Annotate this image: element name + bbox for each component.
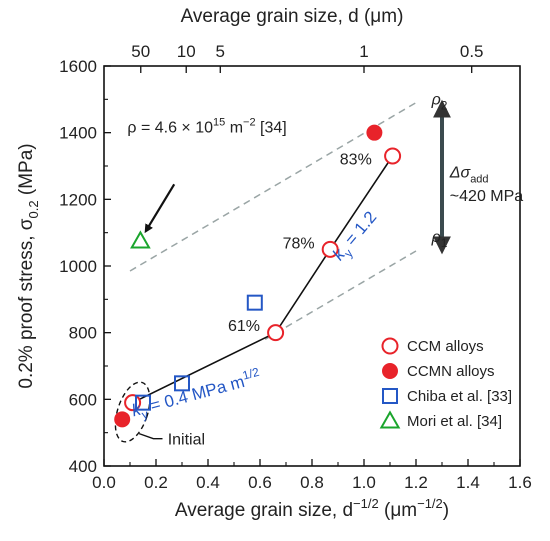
x-tick-label: 1.4 [456,473,480,492]
legend-label: CCMN alloys [407,363,495,380]
rho-annotation-arrow [144,183,176,234]
y-axis-label: 0.2% proof stress, σ0.2 (MPa) [16,143,41,388]
top-tick-label: 50 [131,42,150,61]
y-tick-label: 1400 [59,124,97,143]
data-point-ccm-alloys [321,240,339,258]
y-tick-label: 800 [69,324,97,343]
percent-label: 61% [228,318,260,335]
x-tick-label: 1.2 [404,473,428,492]
data-point-mori-et-al-34 [130,230,151,249]
rho2-label: ρ2 [431,91,448,112]
rho1-label: ρ1 [431,229,448,250]
data-point-ccm-alloys [384,147,402,165]
percent-label: 83% [340,151,372,168]
x-tick-label: 0.8 [300,473,324,492]
top-tick-label: 0.5 [460,42,484,61]
legend-marker [379,410,401,429]
data-point-ccmn-alloys [366,124,383,141]
data-point-chiba-et-al-33 [135,394,151,411]
y-tick-label: 1000 [59,257,97,276]
y-tick-label: 600 [69,390,97,409]
legend-marker [382,363,398,379]
dashed-dislocation-line-2 [264,250,417,340]
legend-label: Mori et al. [34] [407,413,502,430]
slope-label: ky = 1.2 [329,208,384,267]
legend-marker [381,337,399,355]
data-point-chiba-et-al-33 [246,294,263,311]
initial-label: Initial [168,432,205,449]
top-tick-label: 10 [177,42,196,61]
y-tick-label: 1600 [59,57,97,76]
legend-label: CCM alloys [407,338,484,355]
y-tick-label: 1200 [59,190,97,209]
delta-sigma-value: ~420 MPa [450,188,523,205]
y-tick-label: 400 [69,457,97,476]
x-tick-label: 0.4 [196,473,220,492]
percent-label: 78% [283,235,315,252]
top-tick-label: 5 [216,42,225,61]
x-tick-label: 0.6 [248,473,272,492]
data-point-ccmn-alloys [114,411,131,428]
x-tick-label: 0.2 [144,473,168,492]
initial-ellipse [114,381,151,443]
top-tick-label: 1 [359,42,368,61]
legend-label: Chiba et al. [33] [407,388,512,405]
x-tick-label: 0.0 [92,473,116,492]
legend-marker [382,388,398,404]
delta-sigma-label: Δσadd [449,165,489,186]
top-axis-label: Average grain size, d (μm) [181,6,404,27]
x-axis-label: Average grain size, d−1/2 (μm−1/2) [175,496,449,521]
data-point-chiba-et-al-33 [174,375,190,392]
data-point-ccm-alloys [267,324,285,342]
rho-annotation: ρ = 4.6 × 1015 m−2 [34] [127,117,286,137]
x-tick-label: 1.0 [352,473,376,492]
initial-leader-line [138,433,163,440]
x-tick-label: 1.6 [508,473,532,492]
hall-petch-fit-line [132,155,394,404]
